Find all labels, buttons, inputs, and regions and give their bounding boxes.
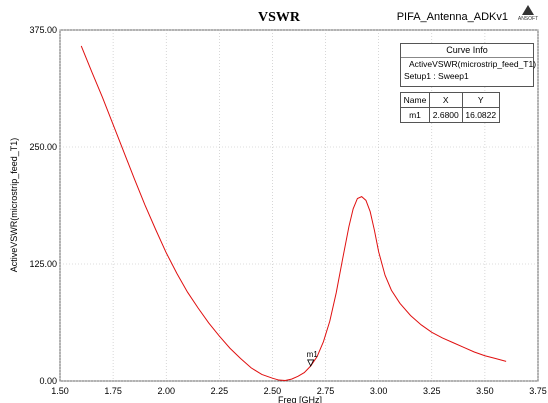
chart-title: VSWR xyxy=(258,10,301,25)
marker-col-y: Y xyxy=(461,92,501,108)
curve-info-setup: Setup1 : Sweep1 xyxy=(404,71,469,81)
curve-info-entry[interactable]: ActiveVSWR(microstrip_feed_T1) xyxy=(401,58,537,70)
marker-table-header: Name X Y xyxy=(399,92,501,108)
x-tick-label: 1.75 xyxy=(104,386,122,396)
x-tick-label: 3.75 xyxy=(529,386,547,396)
y-axis-label: ActiveVSWR(microstrip_feed_T1) xyxy=(9,138,19,273)
marker-m1-label: m1 xyxy=(307,350,319,359)
x-tick-label: 1.50 xyxy=(51,386,69,396)
x-tick-label: 3.00 xyxy=(370,386,388,396)
x-tick-label: 2.00 xyxy=(157,386,175,396)
y-tick-label: 375.00 xyxy=(29,25,57,35)
marker-m1-triangle xyxy=(307,359,315,367)
curve-info-entry-label: ActiveVSWR(microstrip_feed_T1) xyxy=(409,59,537,69)
x-tick-labels: 1.50 1.75 2.00 2.25 2.50 2.75 3.00 3.25 3.50 3.75 xyxy=(51,386,547,396)
x-tick-label: 3.25 xyxy=(423,386,441,396)
y-tick-labels: 0.00 125.00 250.00 375.00 xyxy=(29,25,57,386)
vswr-curve xyxy=(80,45,507,382)
x-axis-label: Freq [GHz] xyxy=(278,395,322,403)
x-tick-label: 3.50 xyxy=(476,386,494,396)
marker-col-x: X xyxy=(429,92,463,108)
curve-info-legend[interactable]: Curve Info ActiveVSWR(microstrip_feed_T1… xyxy=(400,43,537,87)
marker-col-name: Name xyxy=(399,92,431,108)
curve-info-header: Curve Info xyxy=(401,44,533,58)
y-tick-label: 125.00 xyxy=(29,259,57,269)
logo-text: ANSOFT xyxy=(517,16,539,22)
y-tick-label: 250.00 xyxy=(29,142,57,152)
x-tick-label: 2.75 xyxy=(317,386,335,396)
y-tick-label: 0.00 xyxy=(39,376,57,386)
x-tick-label: 2.25 xyxy=(211,386,229,396)
x-tick-label: 2.50 xyxy=(264,386,282,396)
table-row[interactable]: m1 2.6800 16.0822 xyxy=(399,107,501,123)
marker-cell-x: 2.6800 xyxy=(429,107,463,123)
marker-cell-name: m1 xyxy=(399,107,431,123)
plot-area xyxy=(59,29,539,382)
project-label: PIFA_Antenna_ADKv1 xyxy=(397,11,508,23)
marker-cell-y: 16.0822 xyxy=(461,107,501,123)
logo-triangle-icon xyxy=(522,5,534,15)
marker-table[interactable]: Name X Y m1 2.6800 16.0822 xyxy=(399,92,501,123)
ansoft-logo: ANSOFT xyxy=(514,5,542,29)
